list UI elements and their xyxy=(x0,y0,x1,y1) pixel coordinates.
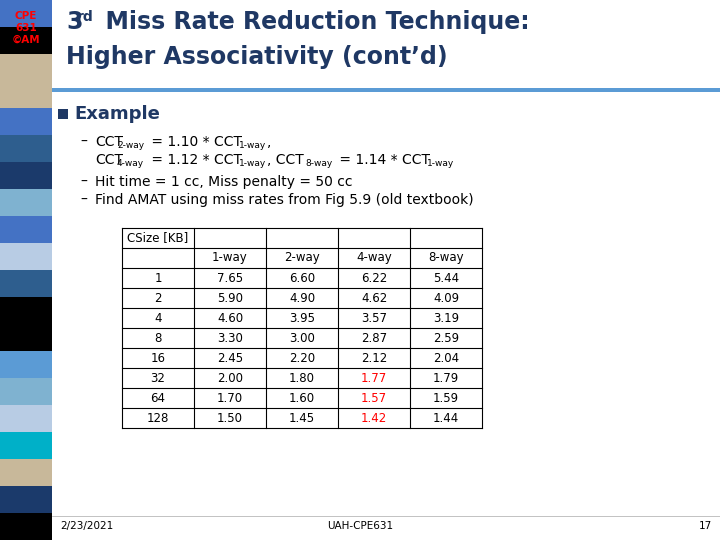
Text: 2.04: 2.04 xyxy=(433,352,459,365)
Bar xyxy=(58,109,68,119)
Text: 1-way: 1-way xyxy=(427,159,454,168)
Text: 1.50: 1.50 xyxy=(217,411,243,424)
Bar xyxy=(52,88,720,92)
Text: Miss Rate Reduction Technique:: Miss Rate Reduction Technique: xyxy=(89,10,530,34)
Bar xyxy=(0,351,52,378)
Text: 3.19: 3.19 xyxy=(433,312,459,325)
Bar xyxy=(0,216,52,243)
Text: 1.70: 1.70 xyxy=(217,392,243,404)
Text: CCT: CCT xyxy=(95,153,123,167)
Bar xyxy=(0,378,52,405)
Text: UAH-CPE631: UAH-CPE631 xyxy=(327,521,393,531)
Text: 1-way: 1-way xyxy=(212,252,248,265)
Text: –: – xyxy=(80,193,87,207)
Bar xyxy=(0,135,52,162)
Bar xyxy=(0,243,52,270)
Text: 1.45: 1.45 xyxy=(289,411,315,424)
Text: Example: Example xyxy=(74,105,160,123)
Text: 128: 128 xyxy=(147,411,169,424)
Text: 5.90: 5.90 xyxy=(217,292,243,305)
Text: 3: 3 xyxy=(66,10,83,34)
Bar xyxy=(0,108,52,135)
Text: CCT: CCT xyxy=(95,135,123,149)
Bar xyxy=(0,405,52,432)
Text: 2-way: 2-way xyxy=(117,141,144,151)
Text: 7.65: 7.65 xyxy=(217,272,243,285)
Text: 4: 4 xyxy=(154,312,162,325)
Text: 4.90: 4.90 xyxy=(289,292,315,305)
Text: CSize [KB]: CSize [KB] xyxy=(127,232,188,245)
Text: = 1.10 * CCT: = 1.10 * CCT xyxy=(147,135,242,149)
Bar xyxy=(0,432,52,459)
Bar xyxy=(122,228,482,428)
Text: 1.44: 1.44 xyxy=(433,411,459,424)
Text: 8-way: 8-way xyxy=(428,252,464,265)
Bar xyxy=(0,27,52,54)
Text: 1: 1 xyxy=(154,272,162,285)
Text: Higher Associativity (cont’d): Higher Associativity (cont’d) xyxy=(66,45,448,69)
Text: 8-way: 8-way xyxy=(305,159,332,168)
Text: 2.59: 2.59 xyxy=(433,332,459,345)
Text: 1.42: 1.42 xyxy=(361,411,387,424)
Text: Hit time = 1 cc, Miss penalty = 50 cc: Hit time = 1 cc, Miss penalty = 50 cc xyxy=(95,175,353,189)
Text: 1.60: 1.60 xyxy=(289,392,315,404)
Text: 3.57: 3.57 xyxy=(361,312,387,325)
Bar xyxy=(0,297,52,324)
Text: 3.00: 3.00 xyxy=(289,332,315,345)
Text: 2.00: 2.00 xyxy=(217,372,243,384)
Bar xyxy=(0,459,52,486)
Text: 6.22: 6.22 xyxy=(361,272,387,285)
Text: 3.30: 3.30 xyxy=(217,332,243,345)
Text: 1-way: 1-way xyxy=(239,159,266,168)
Text: rd: rd xyxy=(77,10,94,24)
Text: 16: 16 xyxy=(150,352,166,365)
Text: 2.87: 2.87 xyxy=(361,332,387,345)
Text: 4.60: 4.60 xyxy=(217,312,243,325)
Bar xyxy=(0,54,52,81)
Text: –: – xyxy=(80,175,87,189)
Text: CPE: CPE xyxy=(15,11,37,21)
Bar xyxy=(0,270,52,297)
Bar xyxy=(0,324,52,351)
Text: 6.60: 6.60 xyxy=(289,272,315,285)
Text: 1.57: 1.57 xyxy=(361,392,387,404)
Text: = 1.14 * CCT: = 1.14 * CCT xyxy=(335,153,430,167)
Text: 1.80: 1.80 xyxy=(289,372,315,384)
Text: 1-way: 1-way xyxy=(239,141,266,151)
Text: 2: 2 xyxy=(154,292,162,305)
Text: 1.79: 1.79 xyxy=(433,372,459,384)
Text: = 1.12 * CCT: = 1.12 * CCT xyxy=(147,153,242,167)
Text: 17: 17 xyxy=(698,521,712,531)
Bar xyxy=(0,513,52,540)
Bar xyxy=(0,189,52,216)
Text: 2-way: 2-way xyxy=(284,252,320,265)
Text: 32: 32 xyxy=(150,372,166,384)
Text: 1.77: 1.77 xyxy=(361,372,387,384)
Bar xyxy=(0,162,52,189)
Text: 4-way: 4-way xyxy=(117,159,144,168)
Text: 4-way: 4-way xyxy=(356,252,392,265)
Text: 5.44: 5.44 xyxy=(433,272,459,285)
Text: 64: 64 xyxy=(150,392,166,404)
Text: 631: 631 xyxy=(15,23,37,33)
Text: , CCT: , CCT xyxy=(267,153,304,167)
Text: ©AM: ©AM xyxy=(12,35,40,45)
Text: 2.12: 2.12 xyxy=(361,352,387,365)
Text: 2.20: 2.20 xyxy=(289,352,315,365)
Bar xyxy=(0,486,52,513)
Bar xyxy=(52,0,720,88)
Text: ,: , xyxy=(267,135,271,149)
Text: 4.62: 4.62 xyxy=(361,292,387,305)
Text: 4.09: 4.09 xyxy=(433,292,459,305)
Text: 8: 8 xyxy=(154,332,162,345)
Text: 2/23/2021: 2/23/2021 xyxy=(60,521,113,531)
Text: 3.95: 3.95 xyxy=(289,312,315,325)
Bar xyxy=(0,81,52,108)
Text: Find AMAT using miss rates from Fig 5.9 (old textbook): Find AMAT using miss rates from Fig 5.9 … xyxy=(95,193,474,207)
Bar xyxy=(0,0,52,27)
Text: 1.59: 1.59 xyxy=(433,392,459,404)
Text: 2.45: 2.45 xyxy=(217,352,243,365)
Text: –: – xyxy=(80,135,87,149)
Bar xyxy=(52,92,720,540)
